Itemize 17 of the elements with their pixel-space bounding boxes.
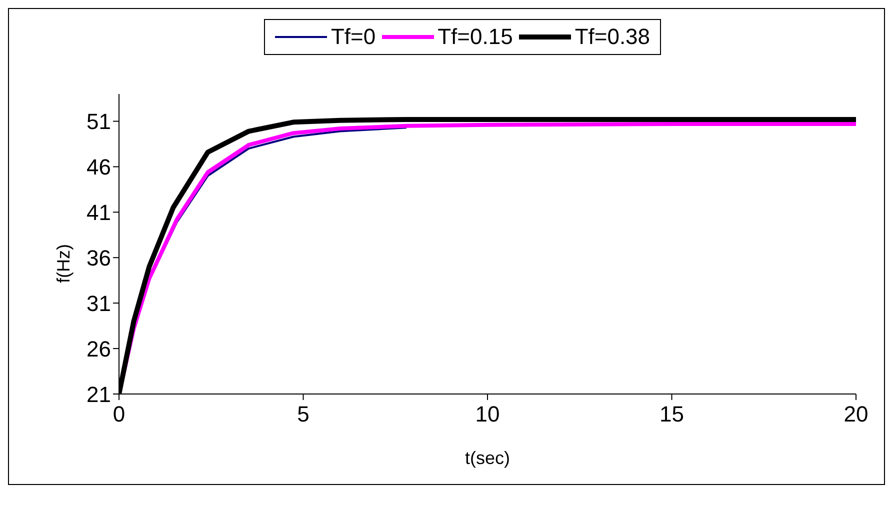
y-tick-label: 26	[86, 336, 111, 362]
x-tick-label: 15	[660, 402, 684, 427]
legend-label: Tf=0.15	[438, 24, 513, 50]
y-tick-label: 41	[86, 200, 111, 225]
x-axis-title: t(sec)	[465, 448, 510, 468]
y-tick-label: 51	[86, 109, 111, 134]
legend-label: Tf=0.38	[574, 24, 650, 50]
x-tick-label: 5	[297, 402, 310, 427]
y-tick-label: 21	[86, 382, 111, 407]
x-tick-label: 0	[112, 402, 126, 427]
x-tick-label: 10	[475, 402, 500, 427]
y-axis-title: f(Hz)	[53, 244, 74, 283]
y-tick-label: 36	[86, 245, 111, 270]
y-tick-label: 31	[86, 290, 111, 316]
x-tick-label: 20	[844, 402, 868, 427]
legend-label: Tf=0	[330, 24, 376, 50]
y-tick-label: 46	[86, 154, 111, 180]
